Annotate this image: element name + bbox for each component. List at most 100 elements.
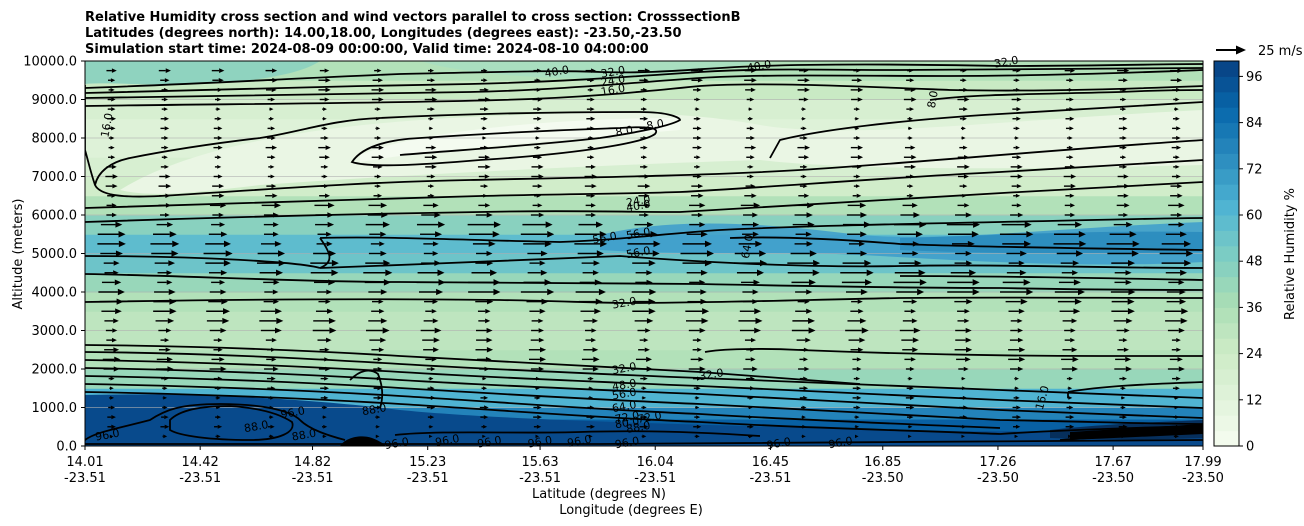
wind-vector-head (964, 318, 970, 324)
wind-vector-head (377, 193, 383, 198)
wind-vector-head (378, 87, 385, 93)
wind-vector-head (1122, 136, 1127, 140)
wind-vector-head (486, 250, 493, 257)
wind-vector-head (908, 126, 913, 131)
wind-vector-head (111, 193, 117, 198)
wind-vector-head (1174, 107, 1179, 111)
contour-label: 56.0 (611, 385, 637, 402)
wind-vector-head (802, 405, 807, 410)
contour-line-32-band (85, 344, 861, 385)
wind-vector-head (485, 97, 491, 102)
x-tick-label-lat: 17.99 (1184, 455, 1221, 470)
wind-vector-head (589, 145, 594, 150)
wind-vector-head (695, 434, 700, 439)
wind-vector-head (434, 260, 442, 266)
wind-vector-head (590, 193, 596, 198)
wind-vector-head (1019, 356, 1026, 363)
wind-vector-head (754, 327, 761, 334)
wind-vector-head (486, 347, 494, 353)
wind-vector-head (918, 269, 926, 276)
wind-vector-head (802, 126, 807, 131)
wind-vector-head (700, 269, 708, 276)
wind-vector-head (434, 212, 441, 218)
wind-vector-head (325, 193, 331, 198)
wind-vector-head (971, 231, 979, 238)
wind-vector-head (590, 116, 596, 121)
wind-vector-head (544, 279, 552, 286)
wind-vector-head (115, 250, 123, 257)
contour-line-48-band (85, 359, 1203, 409)
wind-vector-head (1016, 116, 1021, 121)
wind-vector-head (646, 356, 653, 362)
wind-vector-head (749, 97, 755, 102)
y-tick-label: 2000.0 (32, 363, 78, 378)
wind-vector-head (911, 97, 917, 102)
wind-vector-head (217, 87, 223, 92)
wind-vector-head (109, 434, 114, 439)
wind-vector-head (217, 116, 222, 121)
wind-vector-head (1129, 231, 1137, 238)
wind-vector-head (1015, 376, 1019, 381)
wind-vector-head (327, 221, 335, 228)
wind-vector-head (216, 415, 222, 420)
wind-vector-head (803, 357, 808, 362)
wind-vector-head (964, 97, 970, 102)
contour-line-8-step (769, 101, 1203, 159)
wind-vector-head (1069, 405, 1074, 410)
wind-vector-head (490, 269, 498, 276)
wind-vector-head (1176, 347, 1181, 352)
wind-vector-head (485, 164, 491, 170)
wind-vector-head (273, 231, 279, 237)
wind-vector-head (163, 155, 168, 160)
wind-vector-head (643, 126, 649, 131)
x-tick-label-lon: -23.50 (977, 471, 1019, 486)
colorbar: 0 12 24 36 48 60 72 84 96 (1213, 60, 1263, 455)
wind-vector-head (382, 327, 390, 334)
wind-vector-head (435, 231, 443, 238)
wind-vector-head (220, 231, 228, 238)
wind-vector-head (111, 337, 117, 343)
wind-vector-head (962, 193, 967, 198)
wind-vector-head (1071, 318, 1078, 324)
wind-vector-head (1015, 78, 1020, 83)
wind-vector-head (643, 145, 648, 150)
wind-vector-head (218, 212, 224, 218)
wind-vector-head (699, 222, 706, 228)
wind-vector-head (751, 77, 757, 83)
wind-vector-head (1016, 405, 1021, 410)
wind-vector-head (856, 366, 862, 372)
wind-vector-head (377, 366, 383, 372)
wind-vector-head (223, 308, 231, 315)
wind-vector-head (1121, 405, 1126, 410)
wind-vector-head (112, 328, 118, 333)
wind-vector-head (856, 193, 862, 198)
wind-vector-head (1024, 240, 1032, 248)
y-axis-label: Altitude (meters) (11, 199, 26, 310)
wind-vector-head (855, 107, 861, 112)
wind-vector-head (113, 260, 120, 266)
wind-vector-head (328, 202, 335, 209)
wind-vector-head (431, 308, 437, 314)
wind-vector-head (750, 155, 755, 160)
wind-vector-head (806, 241, 813, 247)
wind-vector-head (752, 212, 758, 218)
wind-vector-head (858, 347, 864, 353)
wind-vector-head (486, 337, 493, 343)
wind-vector-head (909, 386, 914, 391)
wind-vector-head (164, 126, 170, 131)
wind-vector-head (1124, 328, 1130, 333)
wind-vector-head (273, 222, 279, 228)
wind-vector-head (111, 116, 117, 121)
wind-vector-head (1121, 396, 1126, 400)
wind-vector-head (805, 231, 812, 237)
wind-vector-head (749, 174, 754, 179)
contour-label: 96.0 (566, 433, 592, 450)
wind-vector-head (324, 184, 329, 189)
x-axis-label-longitude: Longitude (degrees E) (559, 503, 703, 518)
wind-vector-head (590, 415, 596, 420)
wind-vector-head (855, 184, 861, 189)
contour-line-40-lower (85, 273, 1203, 291)
colorbar-segment (1214, 369, 1239, 385)
wind-vector-head (1070, 328, 1076, 333)
wind-vector-head (863, 221, 871, 228)
